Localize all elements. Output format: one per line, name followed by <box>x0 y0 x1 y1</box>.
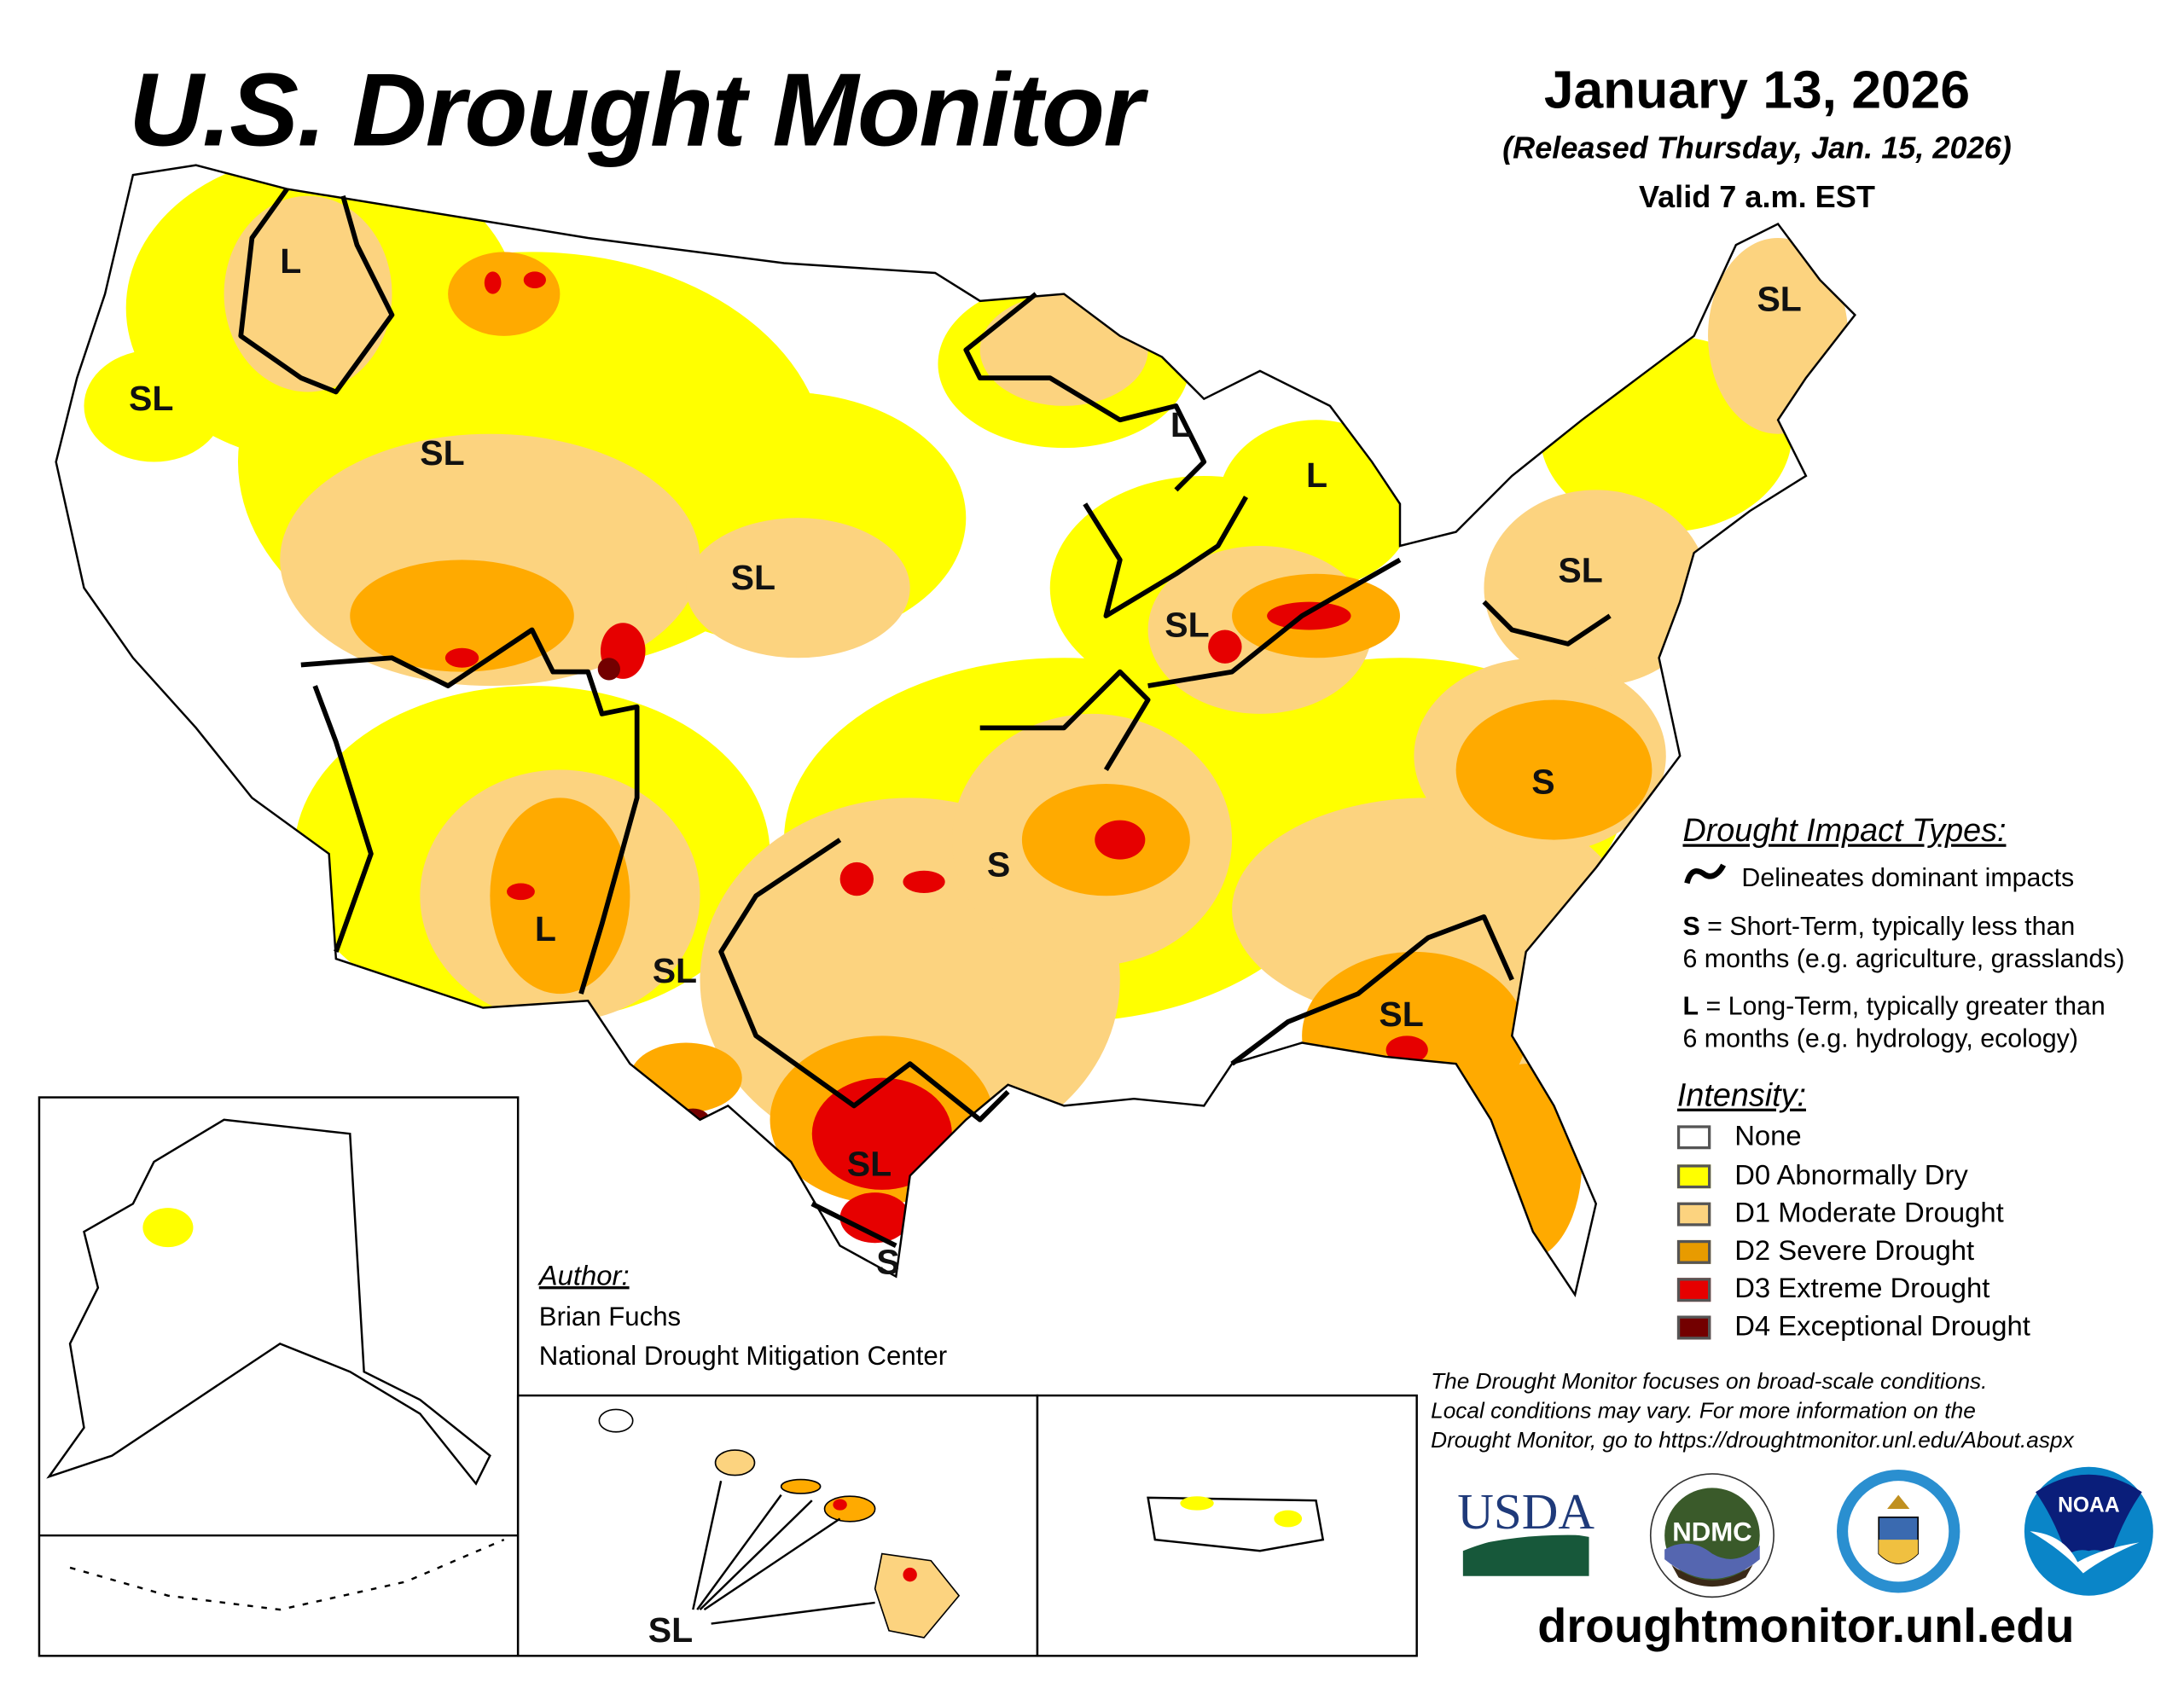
noaa-logo: NOAA <box>2024 1466 2153 1596</box>
alaska-inset <box>38 1096 520 1657</box>
aleutian-islands <box>69 1538 505 1611</box>
swatch-d3 <box>1676 1278 1711 1302</box>
release-date: (Released Thursday, Jan. 15, 2026) <box>1502 130 2012 165</box>
short-term-line1: = Short-Term, typically less than <box>1699 911 2076 941</box>
impact-types-heading: Drought Impact Types: <box>1682 811 2007 849</box>
label-wa-l: L <box>280 241 301 281</box>
impact-labels: L SL SL SL L L SL SL SL S S L SL SL S SL <box>129 241 1802 1281</box>
legend-d2: D2 Severe Drought <box>1734 1236 1975 1267</box>
swatch-none <box>1676 1125 1711 1150</box>
delineates-text: Delineates dominant impacts <box>1741 861 2075 892</box>
drought-areas <box>84 165 1849 1260</box>
ndmc-logo: NDMC <box>1649 1473 1774 1598</box>
valid-time: Valid 7 a.m. EST <box>1638 179 1875 215</box>
d3-areas <box>444 271 1428 1244</box>
label-me-sl: SL <box>1757 279 1801 318</box>
label-ne-sl: SL <box>731 558 775 597</box>
impact-boundaries <box>238 187 1612 1249</box>
long-term-definition: L = Long-Term, typically greater than 6 m… <box>1682 989 2105 1053</box>
label-hi-sl: SL <box>648 1610 693 1650</box>
intensity-heading: Intensity: <box>1676 1076 1806 1113</box>
swatch-d4 <box>1676 1315 1711 1340</box>
label-mi-l: L <box>1306 455 1327 495</box>
short-term-key: S <box>1682 911 1700 941</box>
hawaii-inset: SL <box>516 1394 1039 1657</box>
map-date: January 13, 2026 <box>1543 61 1971 121</box>
svg-text:NDMC: NDMC <box>1672 1517 1751 1547</box>
label-or-sl: SL <box>129 379 173 418</box>
label-mn-l: L <box>1170 405 1192 444</box>
label-pa-sl: SL <box>1558 551 1602 590</box>
label-id-sl: SL <box>420 433 464 473</box>
label-tx-sl: SL <box>653 951 697 990</box>
label-stx-sl: SL <box>847 1144 892 1183</box>
disclaimer-line2: Local conditions may vary. For more info… <box>1431 1400 1976 1424</box>
swatch-d1 <box>1676 1202 1711 1227</box>
label-stx-s: S <box>876 1242 899 1281</box>
short-term-line2: 6 months (e.g. agriculture, grasslands) <box>1682 943 2125 973</box>
usda-logo: USDA <box>1457 1483 1594 1576</box>
legend-d4: D4 Exceptional Drought <box>1734 1311 2030 1343</box>
long-term-key: L <box>1682 990 1699 1021</box>
legend-d3: D3 Extreme Drought <box>1734 1273 1990 1305</box>
disclaimer-line3: Drought Monitor, go to https://droughtmo… <box>1431 1429 2074 1453</box>
label-ok-s: S <box>987 844 1010 884</box>
puerto-rico-inset <box>1036 1394 1418 1657</box>
swatch-d2 <box>1676 1239 1711 1264</box>
long-term-line2: 6 months (e.g. hydrology, ecology) <box>1682 1023 2078 1053</box>
swatch-d0 <box>1676 1164 1711 1189</box>
label-nm-l: L <box>535 909 556 948</box>
author-name: Brian Fuchs <box>538 1302 682 1333</box>
long-term-line1: = Long-Term, typically greater than <box>1699 990 2106 1021</box>
author-organization: National Drought Mitigation Center <box>538 1342 948 1372</box>
svg-text:USDA: USDA <box>1457 1483 1594 1540</box>
svg-text:NOAA: NOAA <box>2058 1494 2120 1517</box>
commerce-seal-logo <box>1836 1470 1960 1593</box>
alaska-d0 <box>142 1208 194 1248</box>
page-title: U.S. Drought Monitor <box>128 51 1144 168</box>
short-term-definition: S = Short-Term, typically less than 6 mon… <box>1682 910 2124 974</box>
legend-none: None <box>1734 1121 1802 1152</box>
disclaimer: The Drought Monitor focuses on broad-sca… <box>1431 1367 2074 1455</box>
disclaimer-line1: The Drought Monitor focuses on broad-sca… <box>1431 1370 1988 1395</box>
author-heading: Author: <box>538 1261 630 1292</box>
label-il-sl: SL <box>1165 606 1209 645</box>
website-link[interactable]: droughtmonitor.unl.edu <box>1537 1599 2075 1654</box>
label-ga-sl: SL <box>1379 995 1423 1034</box>
label-nc-s: S <box>1531 762 1554 801</box>
legend-d0: D0 Abnormally Dry <box>1734 1160 1968 1192</box>
impact-boundary-line-icon <box>1684 863 1727 885</box>
legend-d1: D1 Moderate Drought <box>1734 1198 2004 1229</box>
